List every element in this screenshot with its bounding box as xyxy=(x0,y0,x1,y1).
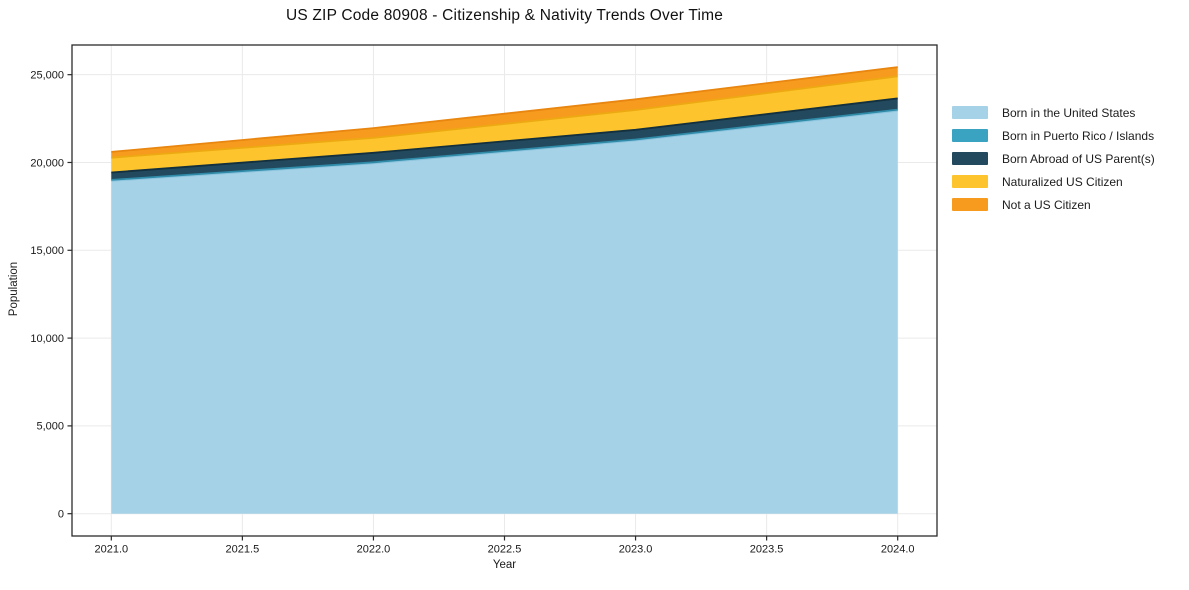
legend-item: Not a US Citizen xyxy=(952,197,1155,212)
x-axis-label: Year xyxy=(492,559,517,571)
legend-swatch xyxy=(952,129,988,142)
legend-label: Born in the United States xyxy=(1002,105,1136,120)
y-tick-label: 20,000 xyxy=(30,157,64,169)
legend-swatch xyxy=(952,175,988,188)
legend-label: Not a US Citizen xyxy=(1002,197,1091,212)
legend-swatch xyxy=(952,106,988,119)
legend-swatch xyxy=(952,152,988,165)
legend-item: Born Abroad of US Parent(s) xyxy=(952,151,1155,166)
y-tick-label: 5,000 xyxy=(36,421,64,433)
edge-not-a-us-citizen xyxy=(111,66,898,153)
x-tick-label: 2023.5 xyxy=(750,544,784,556)
area-not-a-us-citizen xyxy=(111,67,898,158)
y-tick-label: 15,000 xyxy=(30,245,64,257)
x-tick-label: 2021.5 xyxy=(226,544,260,556)
edge-born-in-the-united-states xyxy=(111,109,898,182)
legend-item: Born in Puerto Rico / Islands xyxy=(952,128,1155,143)
x-tick-label: 2023.0 xyxy=(619,544,653,556)
area-born-abroad-of-us-parent-s- xyxy=(111,98,898,180)
legend-item: Naturalized US Citizen xyxy=(952,174,1155,189)
x-tick-label: 2022.5 xyxy=(488,544,522,556)
edge-born-abroad-of-us-parent-s- xyxy=(111,97,898,174)
x-tick-label: 2021.0 xyxy=(94,544,128,556)
legend-label: Born in Puerto Rico / Islands xyxy=(1002,128,1155,143)
legend-label: Naturalized US Citizen xyxy=(1002,174,1123,189)
legend: Born in the United States Born in Puerto … xyxy=(952,105,1155,212)
legend-swatch xyxy=(952,198,988,211)
x-tick-label: 2022.0 xyxy=(357,544,391,556)
legend-item: Born in the United States xyxy=(952,105,1155,120)
y-tick-label: 25,000 xyxy=(30,69,64,81)
edge-naturalized-us-citizen xyxy=(111,75,898,159)
area-born-in-the-united-states xyxy=(111,110,898,514)
x-tick-label: 2024.0 xyxy=(881,544,915,556)
y-tick-label: 0 xyxy=(58,508,64,520)
y-axis-label: Population xyxy=(8,261,20,317)
chart-title: US ZIP Code 80908 - Citizenship & Nativi… xyxy=(285,7,724,24)
edge-born-in-puerto-rico-islands xyxy=(111,108,898,181)
legend-label: Born Abroad of US Parent(s) xyxy=(1002,151,1155,166)
y-tick-label: 10,000 xyxy=(30,333,64,345)
